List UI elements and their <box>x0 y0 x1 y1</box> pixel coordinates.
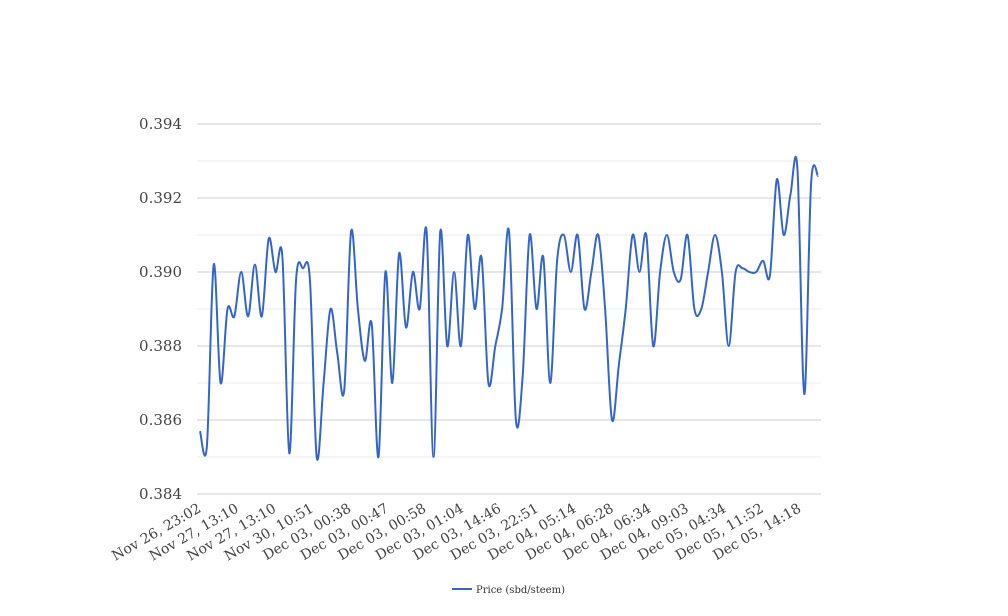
legend: Price (sbd/steem) <box>452 585 565 596</box>
series-lines <box>199 156 819 461</box>
y-tick-label: 0.386 <box>139 411 182 429</box>
series-line <box>199 156 819 461</box>
y-tick-label: 0.384 <box>139 485 182 503</box>
legend-label: Price (sbd/steem) <box>476 585 565 596</box>
y-tick-label: 0.394 <box>139 115 182 133</box>
y-tick-label: 0.392 <box>139 189 182 207</box>
gridlines <box>197 123 821 495</box>
y-axis-tick-labels: 0.384 0.386 0.388 0.390 0.392 0.394 <box>139 115 182 503</box>
y-tick-label: 0.388 <box>139 337 182 355</box>
y-tick-label: 0.390 <box>139 263 182 281</box>
